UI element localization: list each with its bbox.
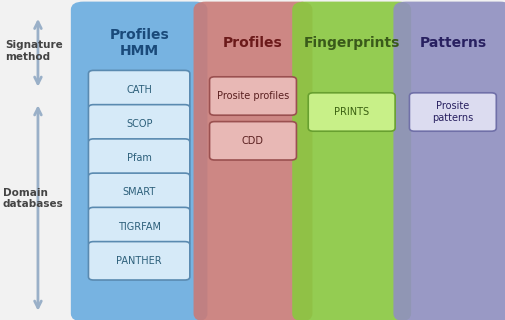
- FancyBboxPatch shape: [308, 93, 394, 131]
- FancyBboxPatch shape: [409, 93, 495, 131]
- FancyBboxPatch shape: [88, 207, 189, 246]
- Text: Prosite profiles: Prosite profiles: [217, 91, 288, 101]
- Text: Pfam: Pfam: [126, 153, 152, 163]
- FancyBboxPatch shape: [88, 70, 189, 109]
- Text: TIGRFAM: TIGRFAM: [118, 221, 160, 232]
- Text: Profiles: Profiles: [223, 36, 282, 50]
- Text: Fingerprints: Fingerprints: [303, 36, 399, 50]
- FancyBboxPatch shape: [88, 139, 189, 177]
- Text: PRINTS: PRINTS: [333, 107, 369, 117]
- Text: CDD: CDD: [241, 136, 264, 146]
- FancyBboxPatch shape: [88, 173, 189, 212]
- FancyBboxPatch shape: [193, 2, 312, 320]
- Text: Signature
method: Signature method: [5, 40, 63, 62]
- Text: Prosite
patterns: Prosite patterns: [431, 101, 473, 123]
- Text: Domain
databases: Domain databases: [3, 188, 63, 209]
- Text: SCOP: SCOP: [126, 119, 152, 129]
- Text: PANTHER: PANTHER: [116, 256, 162, 266]
- FancyBboxPatch shape: [393, 2, 505, 320]
- Text: SMART: SMART: [122, 187, 156, 197]
- FancyBboxPatch shape: [71, 2, 207, 320]
- FancyBboxPatch shape: [209, 122, 296, 160]
- Text: CATH: CATH: [126, 84, 152, 95]
- FancyBboxPatch shape: [291, 2, 410, 320]
- Text: Patterns: Patterns: [419, 36, 485, 50]
- FancyBboxPatch shape: [88, 242, 189, 280]
- Text: Profiles
HMM: Profiles HMM: [109, 28, 169, 58]
- FancyBboxPatch shape: [88, 105, 189, 143]
- FancyBboxPatch shape: [209, 77, 296, 115]
